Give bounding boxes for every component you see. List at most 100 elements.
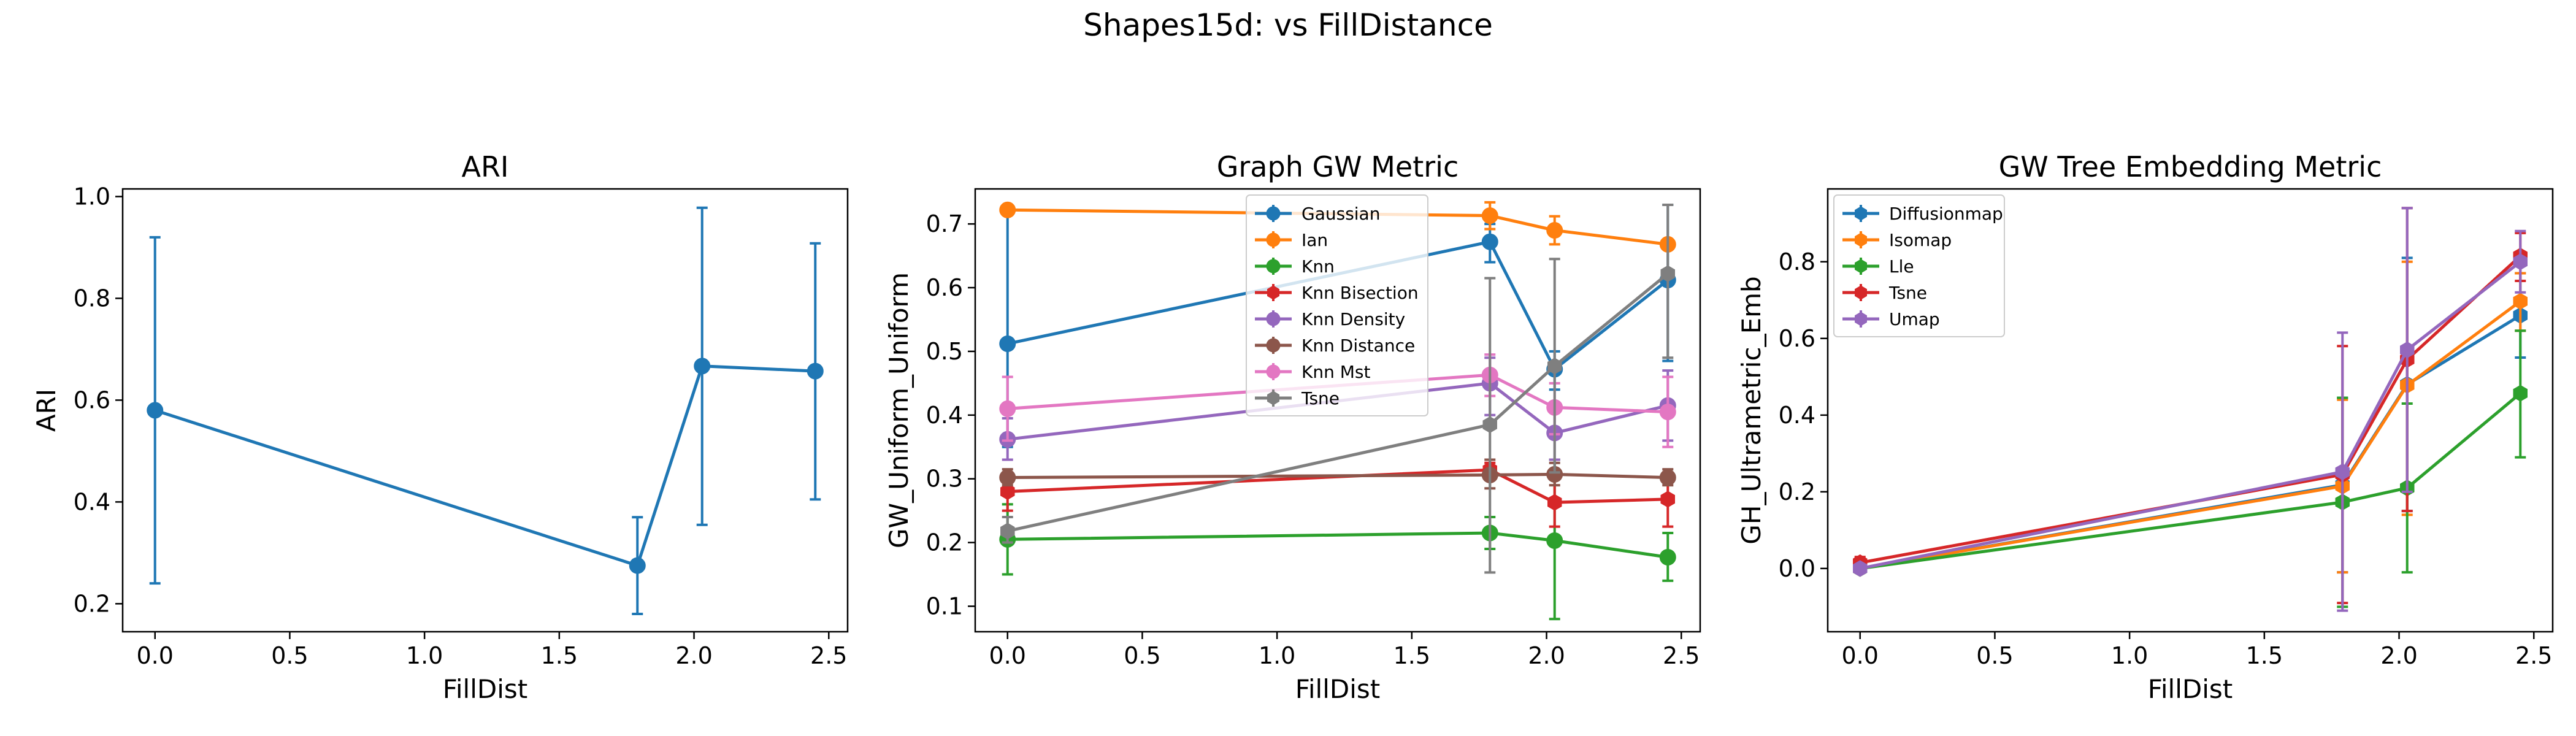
y-tick-label: 0.6: [926, 274, 963, 301]
legend-item: Ian: [1255, 230, 1328, 250]
data-point: [1000, 483, 1015, 500]
series-layer: [999, 201, 1676, 621]
x-tick-label: 1.5: [2246, 642, 2283, 669]
subplot-2: Graph GW Metric 0.0 0.5 1.0 1.5 2.0 2.5 0.1 0.2 0…: [884, 150, 1701, 704]
axes-frame: [121, 188, 849, 633]
data-point: [147, 402, 164, 419]
legend-label: Tsne: [1301, 388, 1340, 408]
legend-label: Gaussian: [1301, 204, 1380, 224]
series-line: [1007, 468, 1668, 504]
legend-swatch-marker: [1266, 312, 1281, 326]
series-line: [1860, 300, 2521, 570]
legend-swatch-marker: [1267, 285, 1279, 300]
data-point: [1659, 404, 1676, 421]
data-point: [2513, 385, 2528, 402]
data-point: [1660, 491, 1675, 508]
data-point: [629, 557, 646, 574]
legend-item: Knn: [1255, 256, 1335, 277]
legend-item: Knn Density: [1255, 309, 1405, 329]
y-tick-label: 0.3: [926, 466, 963, 493]
y-tick-label: 0.6: [1779, 325, 1815, 352]
legend-label: Lle: [1889, 256, 1914, 277]
y-axis-label: ARI: [31, 389, 61, 432]
legend-item: Diffusionmap: [1842, 204, 2003, 224]
y-axis-label: GH_Ultrametric_Emb: [1736, 276, 1766, 544]
x-tick-label: 2.5: [2515, 642, 2552, 669]
data-point: [999, 335, 1016, 352]
legend: Gaussian Ian Knn Knn Bisection Knn Density Kn…: [1246, 194, 1428, 416]
subplot-title: Graph GW Metric: [1217, 150, 1459, 183]
y-axis-label: GW_Uniform_Uniform: [884, 272, 914, 548]
legend-box: [1246, 194, 1428, 416]
data-point: [2513, 253, 2528, 270]
x-tick-label: 1.5: [541, 642, 578, 669]
legend-item: Knn Distance: [1255, 335, 1415, 356]
data-point: [1547, 358, 1562, 375]
series-layer: [147, 206, 824, 615]
y-tick-label: 0.1: [926, 592, 963, 619]
legend-label: Knn Distance: [1301, 335, 1415, 356]
x-axis-label: FillDist: [1295, 674, 1380, 704]
legend-swatch-marker: [1855, 232, 1867, 247]
legend-item: Umap: [1842, 309, 1940, 329]
x-tick-label: 1.0: [1259, 642, 1295, 669]
series-line: [1860, 260, 2521, 570]
legend-swatch-marker: [1855, 285, 1867, 300]
y-tick-label: 0.4: [74, 488, 110, 515]
data-point: [1481, 233, 1498, 250]
legend-item: Knn Bisection: [1255, 283, 1419, 303]
series-umap: [1853, 207, 2528, 612]
x-tick-label: 2.5: [810, 642, 847, 669]
data-point: [2400, 341, 2415, 359]
legend-swatch-marker: [1266, 338, 1281, 353]
data-point: [1547, 494, 1562, 511]
series-tsne: [1000, 203, 1675, 574]
axes-frame: [974, 188, 1701, 633]
x-tick-label: 1.0: [406, 642, 443, 669]
legend: Diffusionmap Isomap Lle Tsne Umap: [1833, 194, 2005, 337]
legend-swatch-marker: [1855, 206, 1867, 221]
legend-swatch-marker: [1266, 364, 1281, 379]
data-point: [1546, 222, 1563, 239]
legend-box: [1833, 194, 2005, 337]
data-point: [807, 362, 824, 380]
series-layer: [1853, 207, 2528, 612]
x-tick-label: 2.0: [675, 642, 712, 669]
y-tick-label: 0.2: [74, 590, 110, 617]
y-tick-label: 0.6: [74, 386, 110, 413]
subplot-3: GW Tree Embedding Metric 0.0 0.5 1.0 1.5 2.0 2…: [1736, 150, 2554, 704]
legend-label: Umap: [1889, 309, 1940, 329]
series-line: [1007, 472, 1668, 480]
data-point: [1482, 416, 1497, 433]
data-point: [1659, 548, 1676, 565]
y-tick-label: 0.8: [74, 285, 110, 312]
x-tick-label: 1.5: [1393, 642, 1430, 669]
legend-swatch-marker: [1266, 259, 1281, 274]
data-point: [1659, 469, 1676, 486]
legend-item: Lle: [1842, 256, 1914, 277]
legend-label: Ian: [1301, 230, 1328, 250]
legend-swatch-marker: [1855, 312, 1867, 326]
data-point: [1000, 523, 1015, 540]
data-point: [1660, 265, 1675, 282]
y-tick-label: 0.8: [1779, 248, 1815, 275]
data-point: [999, 469, 1016, 486]
subplot-title: GW Tree Embedding Metric: [1999, 150, 2382, 183]
legend-item: Isomap: [1842, 230, 1952, 250]
y-tick-label: 0.4: [1779, 402, 1815, 429]
legend-swatch-marker: [1855, 259, 1867, 274]
series-line: [1007, 272, 1669, 533]
x-tick-label: 1.0: [2111, 642, 2148, 669]
legend-label: Knn: [1301, 256, 1335, 277]
legend-swatch-marker: [1266, 206, 1281, 221]
data-point: [2513, 293, 2528, 310]
data-point: [1481, 207, 1498, 224]
legend-label: Knn Density: [1301, 309, 1405, 329]
data-point: [1853, 560, 1868, 577]
x-tick-label: 0.0: [1842, 642, 1879, 669]
legend-swatch-marker: [1267, 391, 1279, 405]
legend-item: Tsne: [1255, 388, 1340, 408]
